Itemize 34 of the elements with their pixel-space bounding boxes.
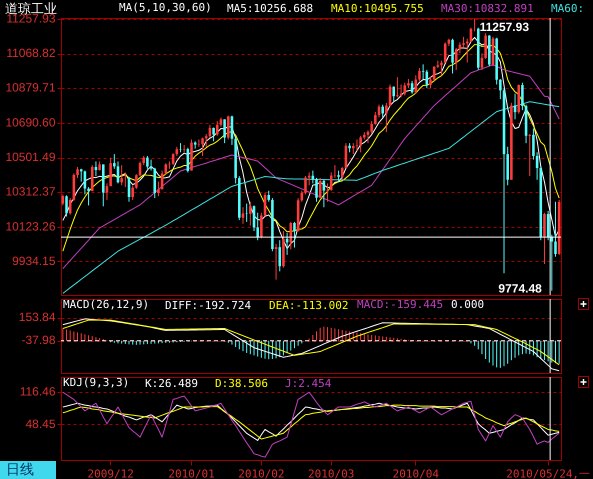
text: MA10:10495.755 xyxy=(331,2,424,15)
x-tick-label: 2010/03 xyxy=(308,468,354,479)
series-label: DIFF:-192.724 xyxy=(165,298,252,312)
text: MA5:10256.688 xyxy=(227,2,314,15)
y-tick-label: 10690.60 xyxy=(5,115,56,130)
y-tick-label: 9934.15 xyxy=(12,254,56,268)
x-tick-label: 2010/01 xyxy=(168,468,215,479)
text: MA30:10832.891 xyxy=(441,2,534,15)
y-tick-label: 10312.37 xyxy=(5,184,56,199)
x-tick-label: 2010/04 xyxy=(392,468,440,479)
y-tick-label: 153.84 xyxy=(18,310,56,324)
text: 日线 xyxy=(0,461,56,479)
series-label: D:38.506 xyxy=(215,376,268,390)
annotation: 9774.48 xyxy=(498,282,542,296)
y-tick-label: 116.46 xyxy=(20,384,56,399)
annotation: MACD:-159.445 xyxy=(357,298,444,311)
y-tick-label: 11068.82 xyxy=(6,46,56,60)
legend-title: MACD(26,12,9) xyxy=(63,298,150,311)
series-label: K:26.489 xyxy=(145,376,198,390)
y-tick-label: -37.98 xyxy=(21,333,56,348)
text: DEA:-113.002 xyxy=(269,298,348,312)
y-tick-label: 10501.49 xyxy=(5,150,56,164)
legend-title: KDJ(9,3,3) xyxy=(63,376,130,389)
y-tick-label: 10123.26 xyxy=(5,219,56,234)
text: MA60: xyxy=(551,2,584,15)
y-tick-label: 48.45 xyxy=(25,416,56,431)
legend-title: MA(5,10,30,60) xyxy=(119,1,212,14)
x-tick-label: 2010/02 xyxy=(238,468,285,479)
x-tick-label: 2009/12 xyxy=(87,468,134,479)
y-tick-label: 10879.71 xyxy=(5,80,56,95)
x-tick-label: 2010/05/24,一 xyxy=(506,468,590,479)
series-label: J:2.454 xyxy=(285,376,332,390)
annotation: 11257.93 xyxy=(480,20,530,34)
annotation: 0.000 xyxy=(451,298,484,311)
